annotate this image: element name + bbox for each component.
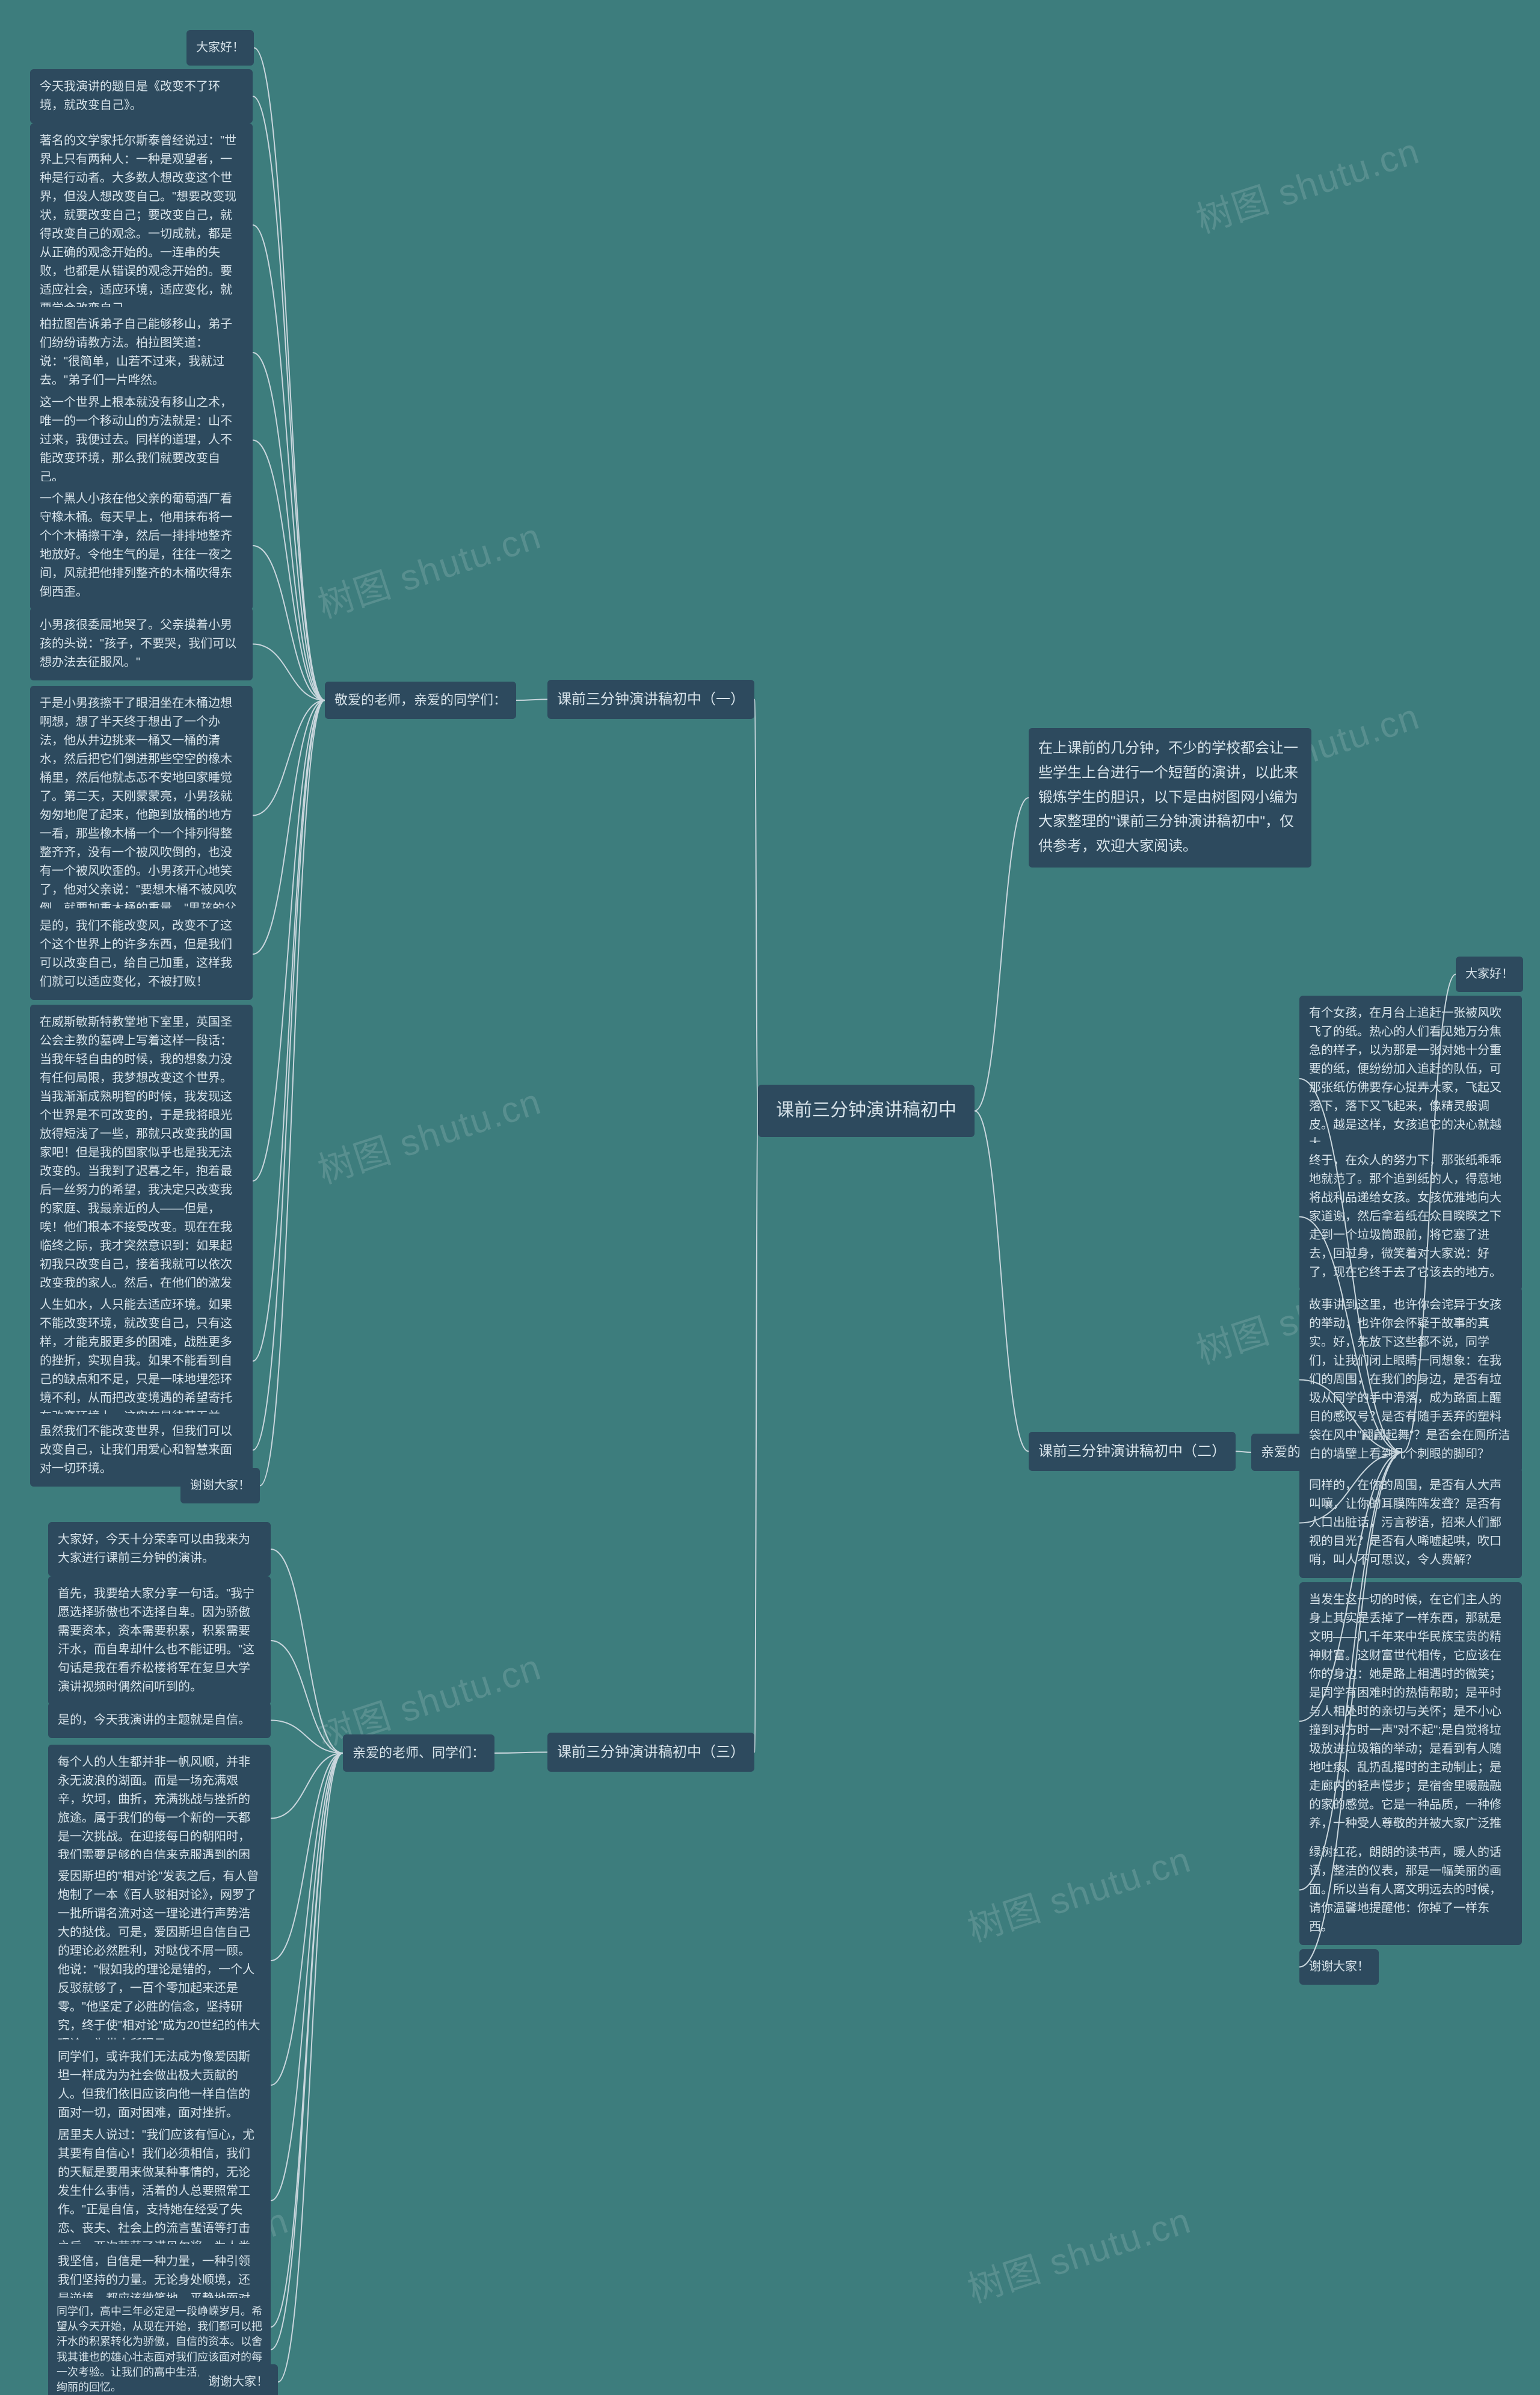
watermark: 树图 shutu.cn [960,2192,1197,2313]
watermark: 树图 shutu.cn [310,507,547,629]
leaf-node[interactable]: 谢谢大家！ [199,2364,278,2395]
leaf-node[interactable]: 今天我演讲的题目是《改变不了环境，就改变自己》。 [30,69,253,123]
leaf-node[interactable]: 谢谢大家！ [180,1468,260,1503]
leaf-node[interactable]: 小男孩很委屈地哭了。父亲摸着小男孩的头说："孩子，不要哭，我们可以想办法去征服风… [30,608,253,680]
section-3-node[interactable]: 课前三分钟演讲稿初中（三） [547,1733,754,1772]
leaf-node[interactable]: 有个女孩，在月台上追赶一张被风吹飞了的纸。热心的人们看见她万分焦急的样子，以为那… [1299,996,1522,1162]
leaf-node[interactable]: 大家好，今天十分荣幸可以由我来为大家进行课前三分钟的演讲。 [48,1522,271,1576]
leaf-node[interactable]: 绿树红花，朗朗的读书声，暖人的话语，整洁的仪表，那是一幅美丽的画面。所以当有人离… [1299,1835,1522,1945]
leaf-node[interactable]: 大家好！ [1456,957,1523,992]
leaf-node[interactable]: 这一个世界上根本就没有移山之术，唯一的一个移动山的方法就是：山不过来，我便过去。… [30,385,253,495]
watermark: 树图 shutu.cn [310,1073,547,1194]
leaf-node[interactable]: 谢谢大家！ [1299,1949,1379,1985]
leaf-node[interactable]: 人生如水，人只能去适应环境。如果不能改变环境，就改变自己，只有这样，才能克服更多… [30,1287,253,1435]
section-1-sub[interactable]: 敬爱的老师，亲爱的同学们： [325,682,516,719]
root-node[interactable]: 课前三分钟演讲稿初中 [758,1085,975,1137]
watermark: 树图 shutu.cn [960,1831,1197,1952]
leaf-node[interactable]: 是的，今天我演讲的主题就是自信。 [48,1703,271,1738]
intro-node[interactable]: 在上课前的几分钟，不少的学校都会让一些学生上台进行一个短暂的演讲，以此来锻炼学生… [1029,728,1311,868]
leaf-node[interactable]: 首先，我要给大家分享一句话。"我宁愿选择骄傲也不选择自卑。因为骄傲需要资本，资本… [48,1576,271,1705]
leaf-node[interactable]: 著名的文学家托尔斯泰曾经说过："世界上只有两种人：一种是观望者，一种是行动者。大… [30,123,253,327]
leaf-node[interactable]: 大家好！ [186,30,254,66]
watermark: 树图 shutu.cn [1189,122,1426,244]
leaf-node[interactable]: 爱因斯坦的"相对论"发表之后，有人曾炮制了一本《百人驳相对论》，网罗了一批所谓名… [48,1859,271,2062]
leaf-node[interactable]: 终于，在众人的努力下，那张纸乖乖地就范了。那个追到纸的人，得意地将战利品递给女孩… [1299,1143,1522,1290]
section-3-sub[interactable]: 亲爱的老师、同学们： [343,1734,494,1772]
leaf-node[interactable]: 当发生这一切的时候，在它们主人的身上其实是丢掉了一样东西，那就是文明——几千年来… [1299,1582,1522,1860]
leaf-node[interactable]: 于是小男孩擦干了眼泪坐在木桶边想啊想，想了半天终于想出了一个办法，他从井边挑来一… [30,686,253,945]
mindmap-canvas: 树图 shutu.cn 树图 shutu.cn 树图 shutu.cn 树图 s… [0,0,1540,2395]
section-1-node[interactable]: 课前三分钟演讲稿初中（一） [547,680,754,719]
leaf-node[interactable]: 故事讲到这里，也许你会诧异于女孩的举动，也许你会怀疑于故事的真实。好，先放下这些… [1299,1287,1522,1472]
leaf-node[interactable]: 一个黑人小孩在他父亲的葡萄酒厂看守橡木桶。每天早上，他用抹布将一个个木桶擦干净，… [30,481,253,610]
section-2-node[interactable]: 课前三分钟演讲稿初中（二） [1029,1432,1236,1471]
leaf-node[interactable]: 是的，我们不能改变风，改变不了这个这个世界上的许多东西，但是我们可以改变自己，给… [30,908,253,1000]
leaf-node[interactable]: 同样的，在你的周围，是否有人大声叫嚷，让你的耳膜阵阵发聋？是否有人口出脏话，污言… [1299,1468,1522,1578]
